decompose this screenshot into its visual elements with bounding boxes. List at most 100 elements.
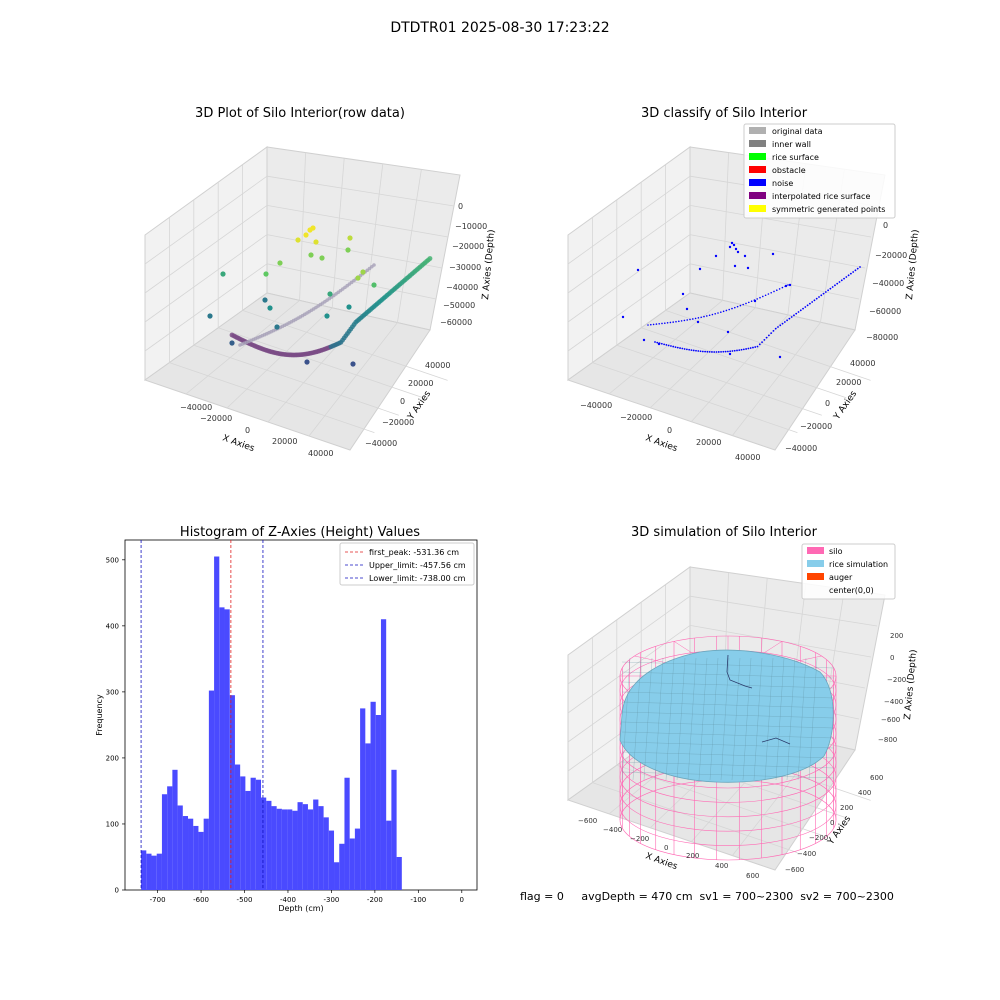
p1-point (355, 275, 361, 281)
p2-point (679, 347, 681, 349)
p2-point (694, 317, 697, 320)
rice-mesh (621, 661, 835, 669)
rice-mesh (621, 657, 631, 781)
p2-point (652, 323, 655, 326)
p2-point (811, 301, 814, 303)
p1-xtick: −20000 (200, 414, 232, 423)
p2-point (808, 302, 811, 305)
p2-point (765, 336, 768, 339)
p4-ztick: 200 (890, 632, 903, 640)
panel2-xlabel: X Axies (644, 433, 679, 454)
p2-point (722, 310, 725, 313)
p2-point (701, 350, 704, 353)
p2-point (728, 245, 732, 249)
p2-point (778, 288, 781, 290)
rice-mesh (753, 657, 763, 781)
p2-point (689, 318, 691, 321)
p2-point (754, 346, 757, 348)
panel1-points (207, 225, 433, 367)
p1-point (274, 324, 280, 330)
p2-point (715, 351, 718, 353)
status-line: flag = 0 avgDepth = 470 cm sv1 = 700~230… (520, 890, 894, 903)
p2-point (849, 272, 852, 275)
p1-point (207, 313, 213, 319)
histogram-bar (370, 701, 376, 890)
rice-mesh (698, 657, 708, 781)
p2-point (767, 293, 770, 295)
legend-swatch (807, 573, 824, 580)
legend-label: Upper_limit: -457.56 cm (369, 561, 466, 570)
panel1-zticks: 0 −10000 −20000 −30000 −40000 −50000 −60… (440, 202, 487, 327)
legend-swatch (749, 179, 766, 186)
legend-label: rice simulation (829, 560, 888, 569)
p2-point (843, 277, 845, 280)
p2-point (730, 241, 734, 245)
p2-point (750, 300, 753, 303)
panel1-title: 3D Plot of Silo Interior(row data) (195, 106, 405, 121)
p1-ztick: −10000 (455, 222, 487, 231)
legend-label: center(0,0) (829, 586, 874, 595)
p2-point (731, 307, 733, 310)
histogram-bar (328, 830, 335, 890)
rice-mesh (621, 701, 835, 709)
panel4-zticks: 200 0 −200 −400 −600 −800 (878, 632, 906, 744)
histogram-ytick-label: 300 (106, 688, 119, 696)
rice-surface-fill (619, 649, 834, 783)
p1-point (427, 256, 433, 261)
p2-point (672, 345, 675, 348)
p1-point (229, 340, 235, 346)
histogram-bar (334, 862, 340, 890)
p2-point (752, 346, 754, 349)
p2-point (743, 254, 747, 258)
rice-mesh (643, 657, 653, 781)
p2-point (834, 284, 836, 287)
histogram-xtick-label: 0 (460, 896, 464, 904)
p2-point (672, 321, 674, 323)
p2-point (726, 330, 730, 334)
histogram-bar (271, 806, 277, 890)
p1-ytick: −40000 (365, 439, 397, 448)
p2-point (680, 320, 683, 322)
histogram-xtick-label: -100 (410, 896, 426, 904)
p2-point (772, 329, 775, 332)
p1-point (295, 237, 301, 243)
p2-point (708, 314, 711, 317)
p2-point (734, 306, 736, 309)
histogram-ytick-label: 400 (106, 622, 119, 630)
p4-ztick: −200 (887, 676, 906, 684)
p1-point (324, 313, 330, 319)
p2-point (764, 294, 767, 297)
histogram-bar (198, 831, 204, 890)
histogram-bar (276, 808, 282, 890)
rice-mesh (808, 657, 818, 781)
p2-point (706, 315, 708, 317)
histogram-bar (245, 790, 251, 890)
p2-ztick: 0 (883, 221, 888, 230)
p2-point (745, 302, 747, 305)
p2-point (778, 355, 782, 359)
p2-point (749, 347, 752, 349)
histogram-bar (391, 769, 397, 890)
legend-label: interpolated rice surface (772, 192, 870, 201)
p2-point (777, 326, 779, 328)
p4-ztick: −600 (881, 716, 900, 724)
p4-xtick: 600 (746, 872, 759, 880)
p4-xtick: −600 (578, 817, 597, 825)
p2-point (786, 319, 789, 322)
panel2-title: 3D classify of Silo Interior (641, 106, 808, 121)
rice-mesh (709, 657, 719, 781)
p2-point (711, 351, 713, 353)
p2-point (740, 348, 743, 351)
rice-mesh (621, 751, 835, 759)
p2-point (728, 308, 730, 311)
panel2-zticks: 0 −20000 −40000 −60000 −80000 (866, 221, 907, 342)
p2-point (713, 351, 716, 353)
p2-point (685, 348, 688, 351)
p4-xtick: 400 (715, 862, 728, 870)
p2-point (859, 266, 861, 268)
p2-point (685, 307, 689, 311)
p2-point (642, 338, 646, 342)
p1-xtick: −40000 (180, 403, 212, 412)
p2-point (763, 338, 766, 341)
p2-ztick: −60000 (869, 307, 901, 316)
